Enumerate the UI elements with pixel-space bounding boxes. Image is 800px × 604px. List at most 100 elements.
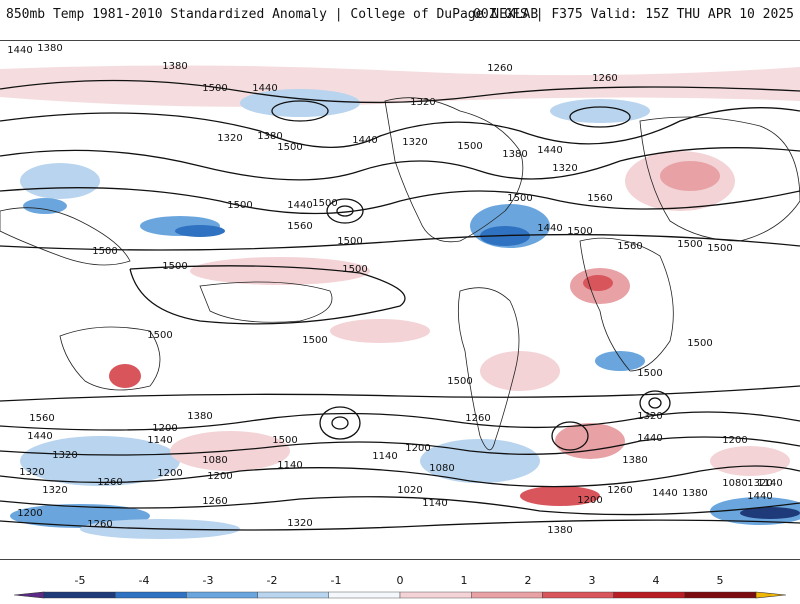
- contour-label: 1500: [687, 338, 712, 349]
- contour-label: 1440: [537, 223, 562, 234]
- map-title: 850mb Temp 1981-2010 Standardized Anomal…: [6, 7, 539, 22]
- colorbar-tick-label: -4: [139, 574, 150, 587]
- colorbar-tick-label: -5: [75, 574, 86, 587]
- contour-label: 1500: [637, 368, 662, 379]
- colorbar-tick-label: -3: [203, 574, 214, 587]
- contour-label: 1560: [587, 193, 612, 204]
- contour-label: 1380: [547, 525, 572, 536]
- contour-label: 1500: [272, 435, 297, 446]
- contour-label: 1500: [277, 142, 302, 153]
- height-contours: [0, 79, 800, 531]
- colorbar-segment: [471, 591, 543, 599]
- contour-label: 1500: [162, 261, 187, 272]
- contour-label: 1380: [187, 411, 212, 422]
- contour-label: 1560: [287, 221, 312, 232]
- contour-label: 1500: [707, 243, 732, 254]
- colorbar-segment: [186, 591, 258, 599]
- contour-label: 1200: [157, 468, 182, 479]
- colorbar-tick-label: 3: [589, 574, 596, 587]
- colorbar-segment: [399, 591, 472, 599]
- colorbar-tick-label: 4: [653, 574, 660, 587]
- contour-label: 1560: [29, 413, 54, 424]
- contour-label: 1380: [622, 455, 647, 466]
- contour-label: 1260: [487, 63, 512, 74]
- contour-label: 1140: [277, 460, 302, 471]
- contour-label: 1140: [757, 478, 782, 489]
- colorbar-segment: [328, 591, 401, 599]
- colorbar-tick-label: 0: [397, 574, 404, 587]
- contour-label: 1380: [682, 488, 707, 499]
- contour-label: 1140: [422, 498, 447, 509]
- anomaly-map: 1380 1440 1380 1500 1440 1320 1380 1440 1320 1500…: [0, 40, 800, 560]
- contour-label: 1200: [405, 443, 430, 454]
- contour-label: 1320: [637, 411, 662, 422]
- contour-label: 1320: [19, 467, 44, 478]
- contour-label: 1500: [507, 193, 532, 204]
- contour-label: 1200: [722, 435, 747, 446]
- contour-label: 1200: [152, 423, 177, 434]
- contour-label: 1320: [402, 137, 427, 148]
- contour-label: 1380: [37, 43, 62, 54]
- contour-label: 1260: [465, 413, 490, 424]
- contour-label: 1440: [27, 431, 52, 442]
- contour-label: 1260: [607, 485, 632, 496]
- colorbar-min-extension: [13, 591, 45, 599]
- colorbar-segment: [257, 591, 330, 599]
- colorbar-tick-label: 2: [525, 574, 532, 587]
- contour-label: 1500: [677, 239, 702, 250]
- contour-label: 1320: [42, 485, 67, 496]
- colorbar-segment: [613, 591, 685, 599]
- colorbar-max-extension: [755, 591, 787, 599]
- colorbar-tick-label: -1: [331, 574, 342, 587]
- contour-label: 1320: [52, 450, 77, 461]
- colorbar-tick-label: 5: [717, 574, 724, 587]
- contour-label: 1440: [747, 491, 772, 502]
- contour-label: 1500: [312, 198, 337, 209]
- contour-label: 1320: [747, 478, 772, 489]
- contour-label: 1500: [342, 264, 367, 275]
- contour-label: 1140: [147, 435, 172, 446]
- colorbar-segment: [684, 591, 757, 599]
- contour-label: 1320: [552, 163, 577, 174]
- contour-label: 1500: [457, 141, 482, 152]
- contour-label: 1440: [637, 433, 662, 444]
- contour-label: 1500: [302, 335, 327, 346]
- run-info: 00Z GFS | F375 Valid: 15Z THU APR 10 202…: [473, 7, 794, 22]
- colorbar: -5 -4 -3 -2 -1 0 1 2 3 4 5: [0, 566, 800, 600]
- contour-label: 1080: [202, 455, 227, 466]
- contour-label: 1380: [502, 149, 527, 160]
- contour-label: 1140: [372, 451, 397, 462]
- contour-label: 1500: [202, 83, 227, 94]
- contour-label: 1320: [217, 133, 242, 144]
- contour-label: 1320: [410, 97, 435, 108]
- colorbar-segment: [114, 591, 187, 599]
- contour-label: 1080: [429, 463, 454, 474]
- contour-label: 1320: [287, 518, 312, 529]
- colorbar-segment: [542, 591, 614, 599]
- contour-label: 1200: [577, 495, 602, 506]
- coastlines: [0, 97, 800, 451]
- contour-label: 1560: [617, 241, 642, 252]
- contour-label: 1200: [207, 471, 232, 482]
- colorbar-tick-label: 1: [461, 574, 468, 587]
- colorbar-tick-label: -2: [267, 574, 278, 587]
- contour-label: 1080: [722, 478, 747, 489]
- contour-label: 1500: [92, 246, 117, 257]
- colorbar-segment: [43, 591, 116, 599]
- contour-label: 1440: [7, 45, 32, 56]
- contour-label: 1440: [352, 135, 377, 146]
- contour-label: 1200: [17, 508, 42, 519]
- contour-label: 1260: [87, 519, 112, 530]
- contour-label: 1440: [537, 145, 562, 156]
- contour-label: 1440: [287, 200, 312, 211]
- contour-label: 1500: [337, 236, 362, 247]
- header-bar: 850mb Temp 1981-2010 Standardized Anomal…: [0, 0, 800, 30]
- contour-label: 1020: [397, 485, 422, 496]
- contour-label: 1500: [567, 226, 592, 237]
- contour-label: 1440: [652, 488, 677, 499]
- contour-label: 1380: [162, 61, 187, 72]
- contour-label: 1500: [447, 376, 472, 387]
- contour-label: 1260: [202, 496, 227, 507]
- contour-label: 1260: [97, 477, 122, 488]
